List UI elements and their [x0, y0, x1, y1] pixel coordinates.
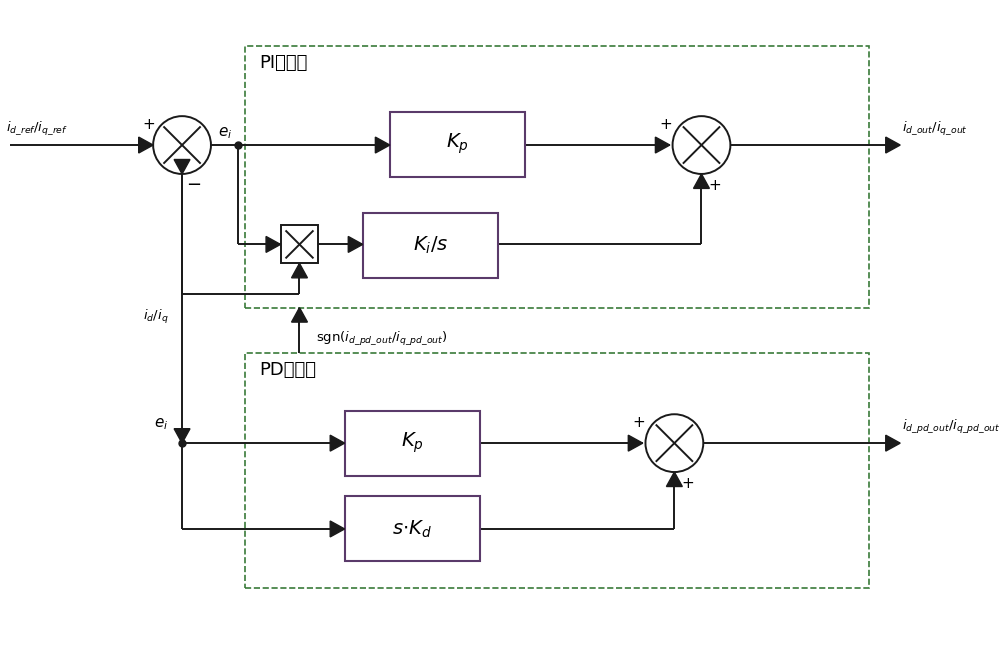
Text: −: − — [187, 176, 202, 194]
Bar — [363, 213, 498, 278]
Polygon shape — [348, 236, 363, 253]
Polygon shape — [174, 160, 190, 174]
Bar — [390, 112, 525, 176]
Polygon shape — [266, 236, 281, 253]
Text: PD调节器: PD调节器 — [259, 361, 316, 379]
Text: $K_p$: $K_p$ — [401, 431, 424, 455]
Text: $K_i/s$: $K_i/s$ — [413, 234, 448, 256]
Polygon shape — [655, 137, 670, 153]
Text: sgn($i_{d\_pd\_out}/i_{q\_pd\_out}$): sgn($i_{d\_pd\_out}/i_{q\_pd\_out}$) — [316, 330, 447, 348]
Polygon shape — [375, 137, 390, 153]
Polygon shape — [330, 435, 345, 451]
Bar — [245, 353, 869, 588]
Text: +: + — [659, 117, 672, 132]
Polygon shape — [666, 472, 682, 486]
Polygon shape — [292, 264, 307, 278]
Text: $e_i$: $e_i$ — [154, 417, 169, 432]
Bar — [245, 46, 869, 307]
Text: +: + — [632, 415, 645, 430]
Polygon shape — [886, 435, 900, 451]
Circle shape — [673, 116, 730, 174]
Bar — [345, 496, 480, 561]
Text: $i_{d\_ref}/i_{q\_ref}$: $i_{d\_ref}/i_{q\_ref}$ — [6, 120, 68, 138]
Polygon shape — [174, 429, 190, 443]
Text: $e_i$: $e_i$ — [218, 125, 232, 141]
Polygon shape — [886, 137, 900, 153]
Text: PI调节器: PI调节器 — [259, 54, 307, 72]
Text: $s{\cdot}K_d$: $s{\cdot}K_d$ — [392, 518, 432, 539]
Circle shape — [153, 116, 211, 174]
Text: $i_{d\_pd\_out}/i_{q\_pd\_out}$: $i_{d\_pd\_out}/i_{q\_pd\_out}$ — [902, 418, 1000, 436]
Text: $i_{d\_out}/i_{q\_out}$: $i_{d\_out}/i_{q\_out}$ — [902, 120, 968, 138]
Polygon shape — [292, 307, 307, 322]
Bar — [281, 225, 318, 264]
Text: +: + — [709, 178, 721, 193]
Text: +: + — [682, 476, 694, 492]
Bar — [345, 411, 480, 475]
Text: $i_d/i_q$: $i_d/i_q$ — [143, 307, 169, 326]
Text: $K_p$: $K_p$ — [446, 132, 469, 156]
Polygon shape — [694, 174, 709, 189]
Polygon shape — [628, 435, 643, 451]
Text: +: + — [142, 117, 155, 132]
Circle shape — [645, 414, 703, 472]
Polygon shape — [139, 137, 153, 153]
Polygon shape — [330, 521, 345, 537]
